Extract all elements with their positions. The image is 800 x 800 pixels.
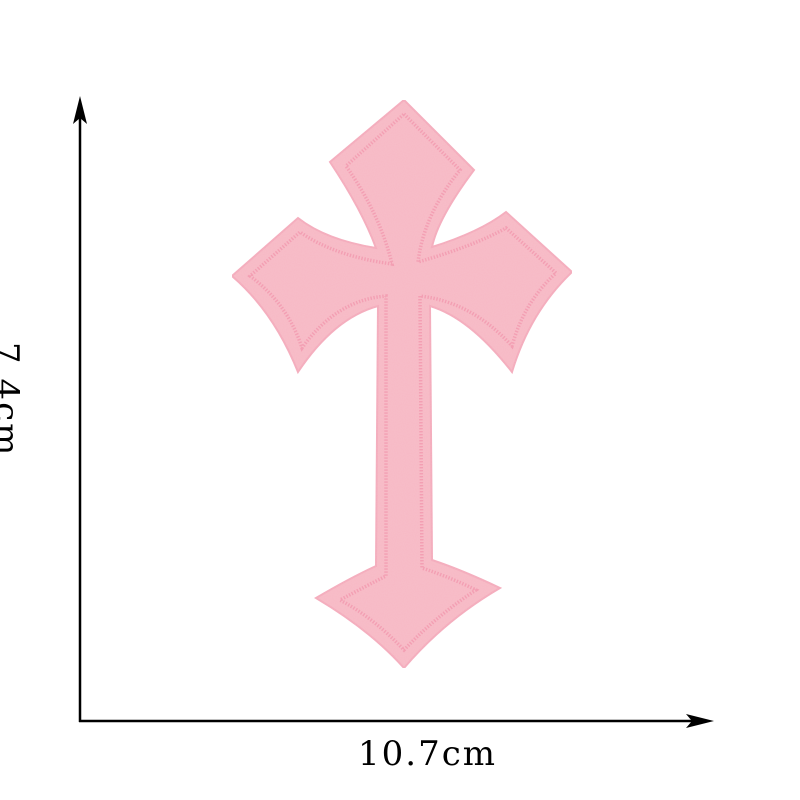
height-arrow-icon [73,96,87,124]
dimension-axes [73,96,714,728]
cross-stitch-outline [247,111,559,653]
cross-patch-icon [230,98,574,670]
cross-outer-shape [230,98,574,670]
height-dimension-label: 7.4cm [0,342,26,458]
width-arrow-icon [686,714,714,728]
width-dimension-label: 10.7cm [358,734,497,774]
